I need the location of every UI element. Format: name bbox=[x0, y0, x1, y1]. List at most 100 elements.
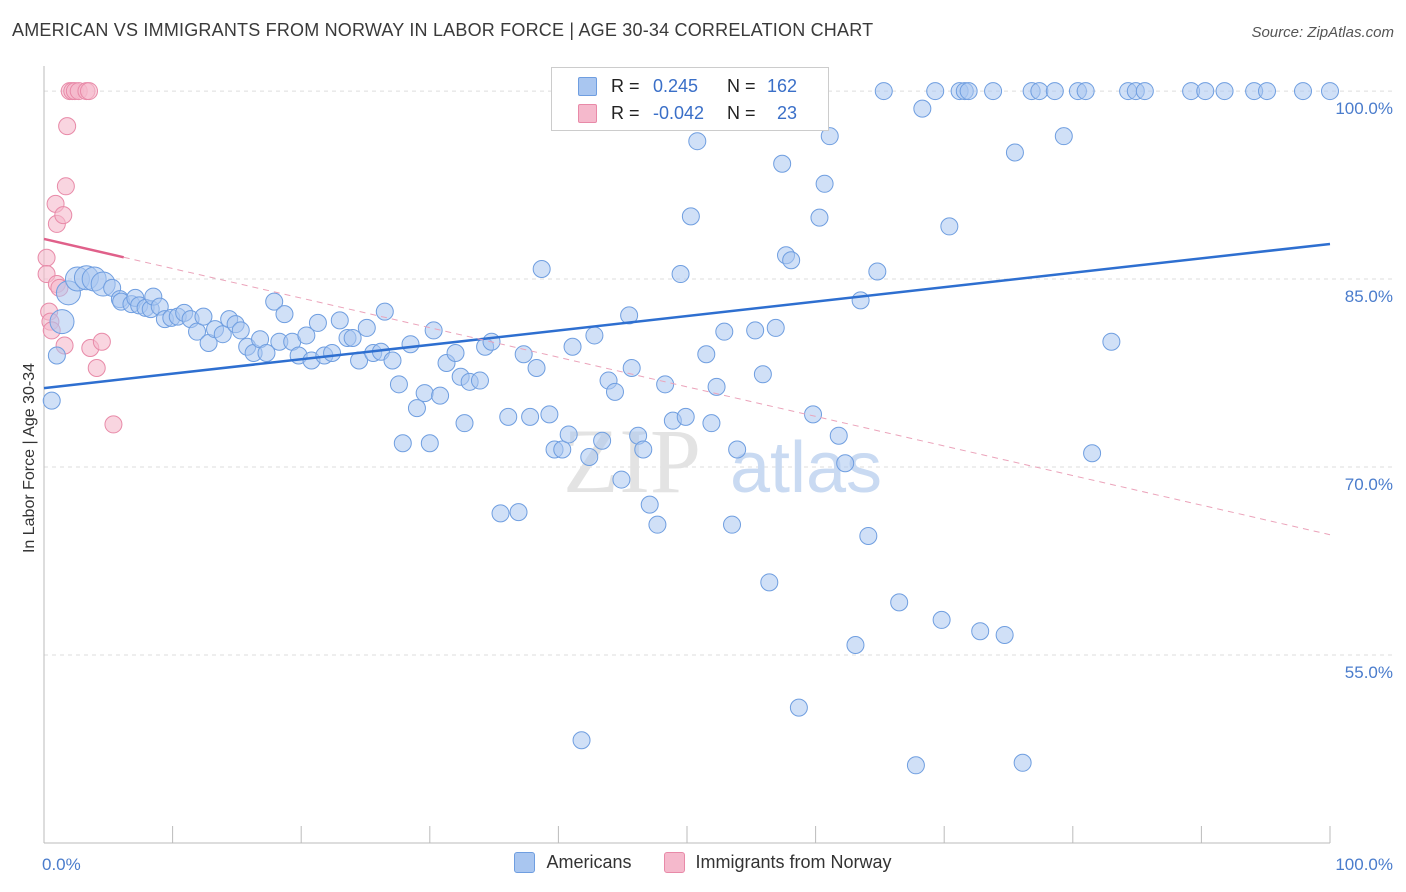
legend-row-norway: R = -0.042 N = 23 bbox=[552, 99, 797, 127]
legend-item-norway: Immigrants from Norway bbox=[663, 852, 892, 873]
data-point-americans bbox=[572, 731, 591, 750]
data-point-americans bbox=[622, 359, 641, 378]
data-point-americans bbox=[580, 448, 599, 467]
y-axis-label: In Labor Force | Age 30-34 bbox=[21, 363, 38, 553]
data-point-norway bbox=[54, 206, 73, 225]
data-point-americans bbox=[723, 515, 742, 534]
data-point-americans bbox=[829, 426, 848, 445]
data-point-americans bbox=[995, 625, 1014, 644]
data-point-americans bbox=[697, 345, 716, 364]
data-point-americans bbox=[702, 414, 721, 433]
data-point-americans bbox=[343, 328, 362, 347]
data-point-americans bbox=[1005, 143, 1024, 162]
legend-r-label: R = bbox=[611, 102, 640, 123]
data-point-americans bbox=[194, 307, 213, 326]
legend-n-label: N = bbox=[727, 75, 756, 96]
watermark-atlas: atlas bbox=[730, 428, 882, 508]
trend-lines bbox=[43, 237, 1331, 536]
source-label: Source: ZipAtlas.com bbox=[1251, 24, 1394, 41]
data-point-americans bbox=[265, 292, 284, 311]
legend-r-label: R = bbox=[611, 75, 640, 96]
legend-swatch-americans bbox=[514, 852, 536, 873]
data-point-americans bbox=[540, 405, 559, 424]
y-tick-label: 85.0% bbox=[1345, 287, 1393, 306]
data-point-americans bbox=[753, 365, 772, 384]
data-point-americans bbox=[1030, 82, 1049, 101]
data-point-americans bbox=[393, 434, 412, 453]
data-point-americans bbox=[585, 326, 604, 345]
data-point-americans bbox=[424, 321, 443, 340]
x-tick-label: 100.0% bbox=[1335, 855, 1393, 874]
data-point-americans bbox=[605, 382, 624, 401]
data-point-americans bbox=[612, 470, 631, 489]
data-point-americans bbox=[959, 82, 978, 101]
y-tick-label: 55.0% bbox=[1345, 663, 1393, 682]
data-point-americans bbox=[1135, 82, 1154, 101]
data-point-americans bbox=[514, 345, 533, 364]
data-point-americans bbox=[446, 343, 465, 362]
data-point-americans bbox=[323, 343, 342, 362]
data-point-americans bbox=[389, 375, 408, 394]
data-point-americans bbox=[521, 407, 540, 426]
data-point-americans bbox=[773, 154, 792, 173]
data-point-americans bbox=[213, 325, 232, 344]
data-point-americans bbox=[330, 311, 349, 330]
series-legend: Americans Immigrants from Norway bbox=[0, 852, 1406, 873]
data-point-americans bbox=[1196, 82, 1215, 101]
data-point-americans bbox=[815, 174, 834, 193]
data-point-americans bbox=[820, 127, 839, 146]
data-point-americans bbox=[47, 346, 66, 365]
data-point-americans bbox=[746, 321, 765, 340]
data-point-norway bbox=[87, 359, 106, 378]
data-point-americans bbox=[913, 99, 932, 118]
data-point-norway bbox=[37, 248, 56, 267]
data-point-americans bbox=[42, 391, 61, 410]
data-point-americans bbox=[926, 82, 945, 101]
data-point-americans bbox=[859, 526, 878, 545]
data-point-americans bbox=[656, 375, 675, 394]
data-point-americans bbox=[932, 610, 951, 629]
data-point-americans bbox=[1215, 82, 1234, 101]
data-point-americans bbox=[407, 399, 426, 418]
data-point-americans bbox=[1083, 444, 1102, 463]
data-point-americans bbox=[1102, 332, 1121, 351]
data-point-americans bbox=[257, 343, 276, 362]
data-point-americans bbox=[906, 756, 925, 775]
data-point-americans bbox=[760, 573, 779, 592]
data-point-americans bbox=[1321, 82, 1339, 101]
grid-lines bbox=[44, 90, 1392, 656]
chart-title: AMERICAN VS IMMIGRANTS FROM NORWAY IN LA… bbox=[12, 20, 874, 40]
series-immigrants-from-norway bbox=[37, 82, 123, 434]
data-point-americans bbox=[49, 309, 75, 335]
data-point-americans bbox=[688, 132, 707, 151]
data-point-americans bbox=[275, 305, 294, 324]
data-point-americans bbox=[940, 217, 959, 236]
legend-r-value: -0.042 bbox=[653, 102, 705, 123]
legend-swatch-norway bbox=[578, 103, 597, 123]
data-point-americans bbox=[532, 260, 551, 279]
data-point-americans bbox=[1054, 127, 1073, 146]
trend-line-norway-dashed bbox=[123, 256, 1331, 536]
data-point-americans bbox=[715, 322, 734, 341]
data-point-americans bbox=[455, 414, 474, 433]
data-point-americans bbox=[563, 337, 582, 356]
data-point-americans bbox=[782, 251, 801, 270]
trend-line-norway-solid bbox=[43, 237, 125, 259]
trend-line-americans bbox=[43, 242, 1331, 390]
data-point-americans bbox=[1045, 82, 1064, 101]
data-point-americans bbox=[491, 504, 510, 523]
legend-n-label: N = bbox=[727, 102, 756, 123]
data-point-americans bbox=[553, 440, 572, 459]
watermark: ZIP atlas bbox=[563, 410, 882, 512]
data-point-americans bbox=[415, 384, 434, 403]
data-point-americans bbox=[810, 208, 829, 227]
legend-swatch-norway bbox=[663, 852, 685, 873]
data-point-americans bbox=[527, 359, 546, 378]
data-point-norway bbox=[104, 415, 123, 434]
data-point-americans bbox=[890, 593, 909, 612]
data-point-americans bbox=[499, 407, 518, 426]
data-point-americans bbox=[874, 82, 893, 101]
y-tick-label: 70.0% bbox=[1345, 475, 1393, 494]
data-point-americans bbox=[640, 495, 659, 514]
